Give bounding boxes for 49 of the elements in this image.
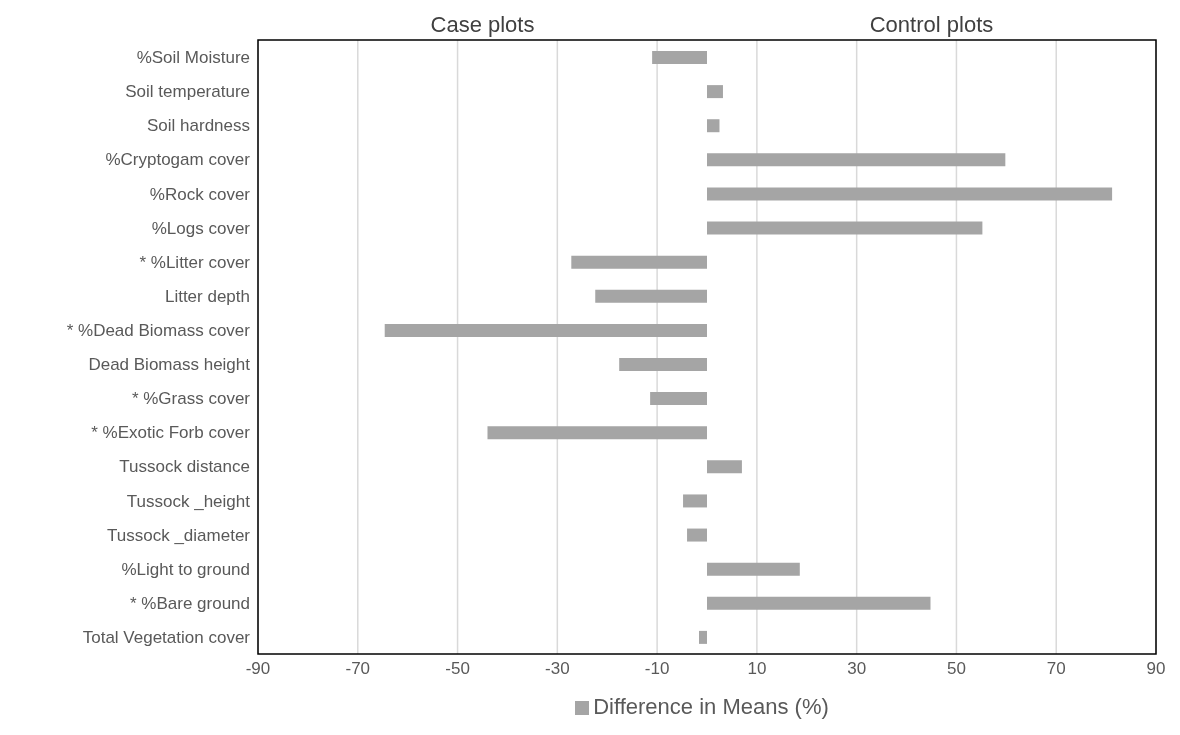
- x-tick-label: 10: [747, 659, 767, 679]
- bar: [687, 528, 707, 542]
- y-tick-label: * %Grass cover: [131, 389, 251, 409]
- bar: [707, 562, 800, 576]
- y-tick-label: %Soil Moisture: [136, 48, 250, 68]
- x-tick-label: -50: [445, 659, 470, 679]
- bar: [707, 85, 723, 99]
- x-tick-label: 30: [847, 659, 867, 679]
- y-tick-label: Tussock _diameter: [107, 525, 251, 545]
- bar: [384, 323, 707, 337]
- y-tick-label: %Cryptogam cover: [105, 150, 251, 170]
- bar: [699, 630, 707, 644]
- bar: [707, 596, 931, 610]
- y-tick-label: %Logs cover: [151, 218, 251, 238]
- y-tick-label: Total Vegetation cover: [82, 627, 251, 647]
- y-tick-label: * %Litter cover: [139, 252, 251, 272]
- y-tick-label: * %Exotic Forb cover: [91, 423, 251, 443]
- y-tick-label: %Rock cover: [149, 184, 251, 204]
- bar: [595, 289, 707, 303]
- text: Case plots: [430, 12, 535, 37]
- text: Control plots: [869, 12, 994, 37]
- bar: [707, 221, 983, 235]
- x-tick-label: 50: [946, 659, 966, 679]
- y-tick-label: * %Dead Biomass cover: [66, 320, 251, 340]
- y-tick-label: Litter depth: [164, 286, 250, 306]
- bar: [650, 392, 707, 406]
- bar: [652, 51, 707, 64]
- bar: [683, 494, 707, 508]
- bar: [707, 153, 1006, 167]
- bar: [707, 460, 742, 474]
- y-tick-label: %Light to ground: [121, 559, 250, 579]
- y-tick-label: Soil hardness: [146, 116, 250, 136]
- y-tick-label: Tussock _height: [126, 491, 251, 511]
- bar: [487, 426, 707, 440]
- y-tick-label: Soil temperature: [125, 82, 250, 102]
- x-tick-label: -70: [345, 659, 371, 679]
- bar: [707, 187, 1113, 201]
- x-tick-label: -10: [644, 659, 670, 679]
- y-tick-label: Tussock distance: [119, 457, 250, 477]
- x-tick-label: 90: [1146, 659, 1166, 679]
- bar: [571, 255, 707, 269]
- y-tick-label: Dead Biomass height: [88, 355, 251, 375]
- y-tick-label: * %Bare ground: [129, 593, 250, 613]
- x-tick-label: -90: [245, 659, 271, 679]
- x-tick-label: 70: [1046, 659, 1066, 679]
- bar: [707, 119, 720, 133]
- legend-label: Difference in Means (%): [593, 694, 829, 719]
- bar: [619, 358, 707, 371]
- x-tick-label: -30: [545, 659, 570, 679]
